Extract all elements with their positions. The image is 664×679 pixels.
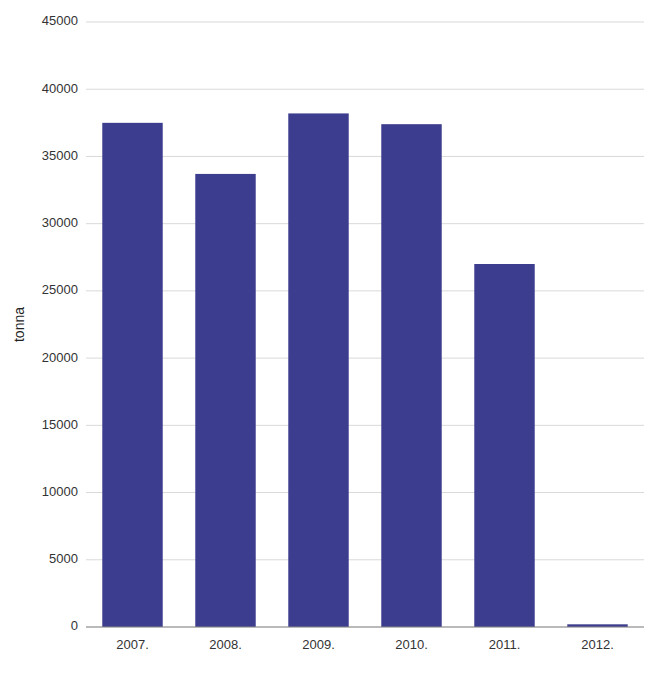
x-axis-line — [86, 627, 644, 628]
y-tick-label: 35000 — [42, 148, 78, 163]
grid-line — [86, 358, 644, 359]
bar — [474, 264, 534, 627]
y-tick-label: 0 — [71, 618, 78, 633]
y-axis: 0 5000 10000 15000 20000 25000 30000 35000 40000… — [42, 13, 78, 633]
bar — [102, 123, 162, 627]
grid-line — [86, 22, 644, 23]
y-tick-label: 5000 — [49, 551, 78, 566]
bar — [381, 124, 441, 627]
x-tick-label: 2012. — [581, 637, 614, 652]
bar — [195, 174, 255, 627]
y-tick-label: 20000 — [42, 350, 78, 365]
grid-line — [86, 290, 644, 291]
grid-line — [86, 492, 644, 493]
y-axis-label: tonna — [11, 307, 27, 342]
y-grid — [86, 22, 644, 627]
x-axis: 2007. 2008. 2009. 2010. 2011. 2012. — [86, 627, 644, 652]
y-tick-label: 25000 — [42, 282, 78, 297]
grid-line — [86, 89, 644, 90]
y-tick-label: 40000 — [42, 81, 78, 96]
x-tick-label: 2008. — [209, 637, 242, 652]
chart-svg: 0 5000 10000 15000 20000 25000 30000 35000 40000… — [0, 0, 664, 679]
y-tick-label: 30000 — [42, 215, 78, 230]
bar — [288, 113, 348, 627]
x-tick-label: 2007. — [116, 637, 149, 652]
y-tick-label: 10000 — [42, 484, 78, 499]
y-tick-label: 15000 — [42, 417, 78, 432]
bars — [102, 113, 627, 627]
chart-container: 0 5000 10000 15000 20000 25000 30000 35000 40000… — [0, 0, 664, 679]
y-tick-label: 45000 — [42, 13, 78, 28]
grid-line — [86, 156, 644, 157]
grid-line — [86, 559, 644, 560]
x-tick-label: 2009. — [302, 637, 335, 652]
grid-line — [86, 627, 644, 628]
grid-line — [86, 425, 644, 426]
x-tick-label: 2011. — [489, 637, 521, 652]
x-tick-label: 2010. — [395, 637, 428, 652]
grid-line — [86, 223, 644, 224]
